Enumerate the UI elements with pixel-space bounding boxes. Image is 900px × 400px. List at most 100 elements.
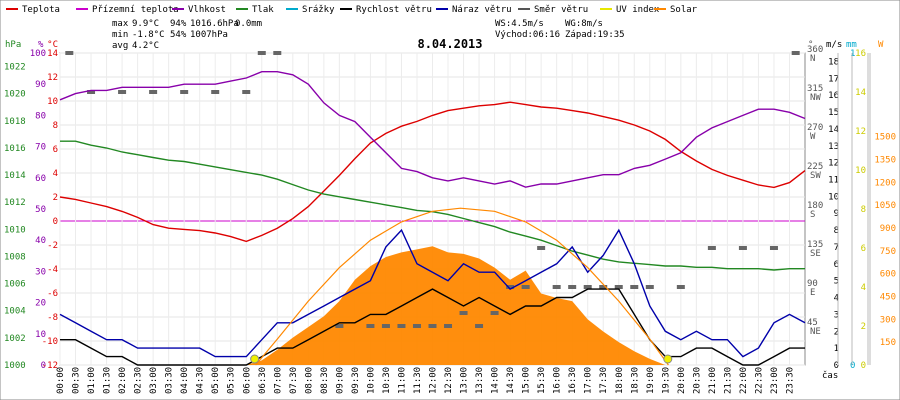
wind-dir-marker bbox=[444, 324, 453, 328]
wind-dir-marker bbox=[506, 285, 515, 289]
dir-tick-compass: W bbox=[810, 132, 816, 142]
dir-tick-label: 45 bbox=[807, 318, 818, 328]
stat-max-label: max bbox=[112, 19, 129, 29]
x-tick-label: 11:30 bbox=[413, 367, 423, 394]
w-tick-label: 300 bbox=[880, 315, 896, 325]
w-tick-label: 450 bbox=[880, 293, 896, 303]
series-line-rychlost-v-tru bbox=[60, 288, 805, 366]
w-tick-label: 750 bbox=[880, 247, 896, 257]
wind-dir-marker bbox=[118, 90, 127, 94]
x-tick-label: 21:00 bbox=[708, 367, 718, 394]
w-tick-label: 1050 bbox=[874, 201, 896, 211]
ms-tick-label: 6 bbox=[834, 260, 839, 270]
dir-tick-label: 225 bbox=[807, 162, 823, 172]
hpa-tick-label: 1020 bbox=[4, 90, 26, 100]
w-tick-label: 1350 bbox=[874, 156, 896, 166]
legend: Teplota Přízemní teplota Vlhkost Tlak Srážky… bbox=[6, 5, 698, 15]
x-tick-label: 05:00 bbox=[211, 367, 221, 394]
dir-tick-compass: NW bbox=[810, 93, 821, 103]
wind-dir-marker bbox=[475, 324, 484, 328]
w-tick-label: 1200 bbox=[874, 178, 896, 188]
x-tick-label: 03:00 bbox=[149, 367, 159, 394]
stat-min-press: 1007hPa bbox=[190, 30, 228, 40]
x-tick-label: 07:30 bbox=[289, 367, 299, 394]
x-tick-label: 02:30 bbox=[134, 367, 144, 394]
wind-dir-marker bbox=[257, 51, 266, 55]
legend-label: UV index bbox=[616, 5, 660, 15]
series-line-teplota bbox=[59, 101, 806, 243]
x-tick-label: 00:00 bbox=[56, 367, 66, 394]
wind-dir-marker bbox=[180, 90, 189, 94]
hpa-axis-unit: hPa bbox=[5, 40, 21, 50]
x-tick-label: 04:30 bbox=[196, 367, 206, 394]
wind-dir-marker bbox=[791, 51, 800, 55]
uv-tick-label: 12 bbox=[855, 127, 866, 137]
dir-tick-label: 135 bbox=[807, 240, 823, 250]
ms-tick-label: 7 bbox=[834, 243, 839, 253]
sun-marker bbox=[250, 354, 260, 364]
pct-tick-label: 50 bbox=[35, 205, 46, 215]
legend-label: Srážky bbox=[302, 5, 335, 15]
ms-tick-label: 15 bbox=[828, 108, 839, 118]
legend-label: Vlhkost bbox=[188, 5, 226, 15]
x-tick-label: 08:30 bbox=[320, 367, 330, 394]
temp-tick-label: 14 bbox=[47, 49, 58, 59]
x-tick-label: 22:30 bbox=[754, 367, 764, 394]
x-tick-label: 23:30 bbox=[785, 367, 795, 394]
dir-tick-compass: N bbox=[810, 54, 815, 64]
stat-sunrise: Východ:06:16 bbox=[495, 30, 560, 40]
series-line-solar-max bbox=[255, 207, 669, 366]
wind-dir-marker bbox=[459, 311, 468, 315]
pct-tick-label: 100 bbox=[30, 49, 46, 59]
uv-tick-label: 0 bbox=[861, 361, 866, 371]
x-tick-label: 17:30 bbox=[599, 367, 609, 394]
ms-tick-label: 1 bbox=[834, 344, 839, 354]
x-tick-label: 21:30 bbox=[723, 367, 733, 394]
wind-dir-marker bbox=[599, 285, 608, 289]
x-tick-label: 19:30 bbox=[661, 367, 671, 394]
temp-tick-label: -12 bbox=[42, 361, 58, 371]
dir-tick-label: 315 bbox=[807, 84, 823, 94]
x-tick-label: 20:30 bbox=[692, 367, 702, 394]
temp-tick-label: -6 bbox=[47, 289, 58, 299]
wind-dir-marker bbox=[65, 51, 74, 55]
wind-dir-marker bbox=[552, 285, 561, 289]
wind-dir-marker bbox=[537, 246, 546, 250]
x-tick-label: 13:00 bbox=[460, 367, 470, 394]
ms-tick-label: 10 bbox=[828, 192, 839, 202]
series-line-n-raz-v-tru bbox=[59, 228, 806, 358]
hpa-tick-label: 1018 bbox=[4, 117, 26, 127]
axes: 00:00 00:30 01:00 01:30 02:00 02:30 03:00 03:30… bbox=[4, 40, 896, 394]
ms-tick-label: 18 bbox=[828, 57, 839, 67]
hpa-tick-label: 1016 bbox=[4, 144, 26, 154]
temp-axis-unit: °C bbox=[47, 40, 58, 50]
temp-tick-label: -10 bbox=[42, 337, 58, 347]
temp-tick-label: -2 bbox=[47, 241, 58, 251]
x-tick-label: 05:30 bbox=[227, 367, 237, 394]
wind-dir-marker bbox=[149, 90, 158, 94]
ms-tick-label: 14 bbox=[828, 125, 839, 135]
x-tick-label: 19:00 bbox=[646, 367, 656, 394]
mm-axis-unit: mm bbox=[846, 40, 857, 50]
wind-dir-marker bbox=[381, 324, 390, 328]
dir-tick-label: 180 bbox=[807, 201, 823, 211]
x-tick-label: 18:00 bbox=[615, 367, 625, 394]
stat-wg: WG:8m/s bbox=[565, 19, 603, 29]
pct-tick-label: 30 bbox=[35, 267, 46, 277]
wind-dir-marker bbox=[521, 285, 530, 289]
dir-tick-compass: E bbox=[810, 288, 815, 298]
w-tick-label: 600 bbox=[880, 270, 896, 280]
x-tick-label: 07:00 bbox=[273, 367, 283, 394]
ms-tick-label: 2 bbox=[834, 327, 839, 337]
hpa-tick-label: 1008 bbox=[4, 252, 26, 262]
hpa-tick-label: 1002 bbox=[4, 334, 26, 344]
x-tick-label: 09:30 bbox=[351, 367, 361, 394]
wind-dir-marker bbox=[366, 324, 375, 328]
uv-tick-label: 2 bbox=[861, 322, 866, 332]
stat-ws: WS:4.5m/s bbox=[495, 19, 544, 29]
wind-dir-marker bbox=[490, 311, 499, 315]
ms-tick-label: 12 bbox=[828, 159, 839, 169]
x-tick-label: 02:00 bbox=[118, 367, 128, 394]
x-tick-label: 23:00 bbox=[770, 367, 780, 394]
